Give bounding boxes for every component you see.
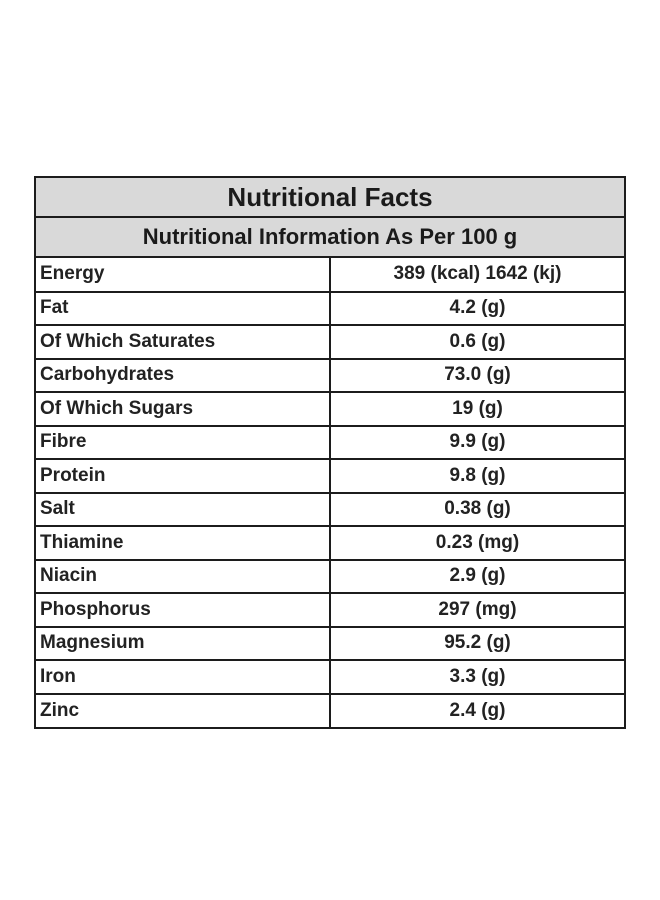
nutrient-name: Iron [36,659,331,694]
nutrient-value: 19 (g) [330,391,624,426]
nutrient-value: 73.0 (g) [330,357,624,392]
nutrient-value: 0.38 (g) [330,491,624,526]
nutrient-name: Of Which Sugars [36,391,331,426]
nutrient-name: Phosphorus [36,592,331,627]
nutrient-value: 0.23 (mg) [330,525,624,560]
nutrient-row: Of Which Sugars 19 (g) [36,391,624,426]
nutrient-row: Salt 0.38 (g) [36,491,624,526]
nutrient-value: 389 (kcal) 1642 (kj) [393,263,562,285]
nutrient-row: Fat 4.2 (g) [36,290,624,325]
nutrient-row: Energy 389 (kcal) 1642 (kj) [36,258,624,292]
nutrient-value: 2.4 (g) [330,692,624,727]
panel-subtitle: Nutritional Information As Per 100 g [36,218,624,258]
nutrient-name: Zinc [36,692,331,727]
nutrient-name: Salt [36,491,331,526]
nutrient-rows: Energy 389 (kcal) 1642 (kj) Fat 4.2 (g) Of… [36,258,624,727]
nutrient-value: 3.3 (g) [330,659,624,694]
nutrient-value: 95.2 (g) [330,625,624,660]
nutrient-name: Magnesium [36,625,331,660]
nutrient-value: 4.2 (g) [330,290,624,325]
nutrient-value: 9.9 (g) [330,424,624,459]
nutrient-name: Fibre [36,424,331,459]
nutrient-name: Of Which Saturates [36,324,331,359]
nutrient-value: 2.9 (g) [330,558,624,593]
nutrient-row: Of Which Saturates 0.6 (g) [36,324,624,359]
nutrition-facts-panel: Nutritional Facts Nutritional Informatio… [34,176,626,729]
nutrient-value: 297 (mg) [330,592,624,627]
nutrient-row: Fibre 9.9 (g) [36,424,624,459]
nutrient-value: 0.6 (g) [330,324,624,359]
nutrient-name: Thiamine [36,525,331,560]
nutrient-row: Protein 9.8 (g) [36,458,624,493]
nutrient-name: Niacin [36,558,331,593]
nutrient-value: 9.8 (g) [330,458,624,493]
nutrient-row: Carbohydrates 73.0 (g) [36,357,624,392]
nutrient-row: Thiamine 0.23 (mg) [36,525,624,560]
nutrient-row: Zinc 2.4 (g) [36,692,624,727]
panel-title: Nutritional Facts [36,178,624,218]
nutrient-row: Magnesium 95.2 (g) [36,625,624,660]
nutrient-name: Fat [36,290,331,325]
nutrient-row: Iron 3.3 (g) [36,659,624,694]
nutrient-table: Energy 389 (kcal) 1642 (kj) Fat 4.2 (g) Of… [36,258,624,727]
nutrient-name: Energy [36,258,331,292]
nutrient-row: Niacin 2.9 (g) [36,558,624,593]
nutrient-name: Protein [36,458,331,493]
nutrient-row: Phosphorus 297 (mg) [36,592,624,627]
nutrient-name: Carbohydrates [36,357,331,392]
